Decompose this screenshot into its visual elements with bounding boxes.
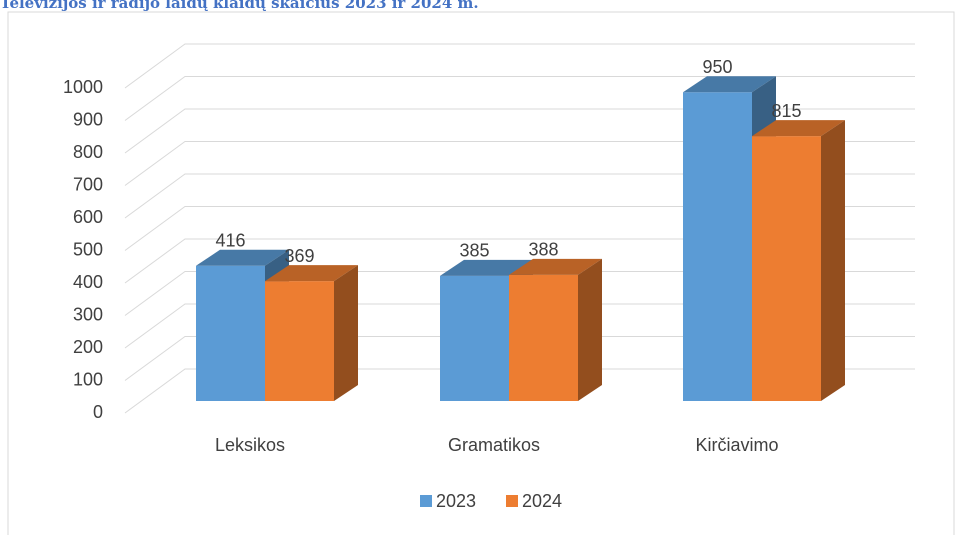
chart-border [7,11,955,540]
bar-face [509,274,578,401]
bar-face [752,120,845,137]
data-label: 815 [771,101,801,121]
bar-face [683,76,776,93]
bar-face [683,92,752,401]
grid-line [124,43,915,89]
bar-face [509,258,602,275]
bar-face [440,275,509,401]
y-tick-label: 400 [73,272,103,292]
grid-line [124,76,915,121]
bar-face [578,258,602,401]
grid-line [124,141,915,186]
chart-title: Televizijos ir radijo laidų klaidų skaič… [0,0,479,12]
bar-face [265,265,358,282]
bar-face [265,281,334,401]
bar-face [196,265,265,401]
grid-line [124,108,915,154]
y-tick-label: 800 [73,142,103,162]
y-tick-label: 1000 [63,77,103,97]
data-label: 950 [702,57,732,77]
data-label: 388 [528,240,558,260]
y-tick-label: 0 [93,402,103,422]
bar-face [196,249,289,266]
legend-swatch [420,495,432,507]
x-tick-label: Gramatikos [448,435,540,455]
legend-swatch [506,495,518,507]
bar-face [334,265,358,401]
grid-line [124,238,915,284]
data-label: 416 [215,231,245,251]
legend-label: 2023 [436,491,476,511]
bar [265,265,358,401]
y-tick-label: 500 [73,239,103,259]
data-label: 385 [459,241,489,261]
grid-line [124,368,915,414]
grid-line [124,173,915,219]
bar [752,120,845,401]
y-tick-label: 700 [73,174,103,194]
x-tick-label: Leksikos [215,435,285,455]
y-tick-label: 900 [73,109,103,129]
data-label: 369 [284,246,314,266]
y-tick-label: 600 [73,207,103,227]
bar-face [440,259,533,276]
bar-face [752,136,821,401]
x-tick-label: Kirčiavimo [695,435,778,455]
grid-line [124,336,915,381]
y-tick-label: 100 [73,369,103,389]
bar [509,258,602,401]
y-tick-label: 200 [73,337,103,357]
bar-face [821,120,845,401]
grid-line [124,303,915,349]
grid-line [124,206,915,251]
y-tick-label: 300 [73,304,103,324]
legend-label: 2024 [522,491,562,511]
grid-line [124,271,915,316]
